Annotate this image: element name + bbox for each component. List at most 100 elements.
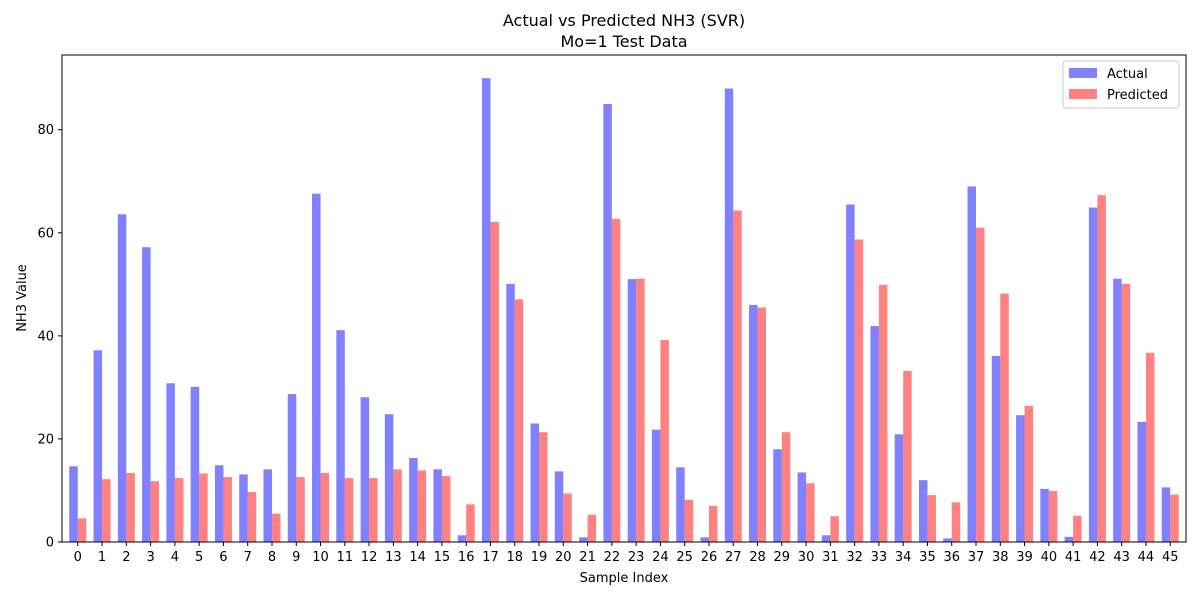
- bar-actual-14: [409, 458, 418, 542]
- x-tick-label: 25: [676, 550, 693, 565]
- bar-predicted-40: [1048, 490, 1058, 542]
- bar-actual-31: [821, 535, 831, 542]
- bar-predicted-9: [296, 477, 305, 542]
- x-tick-label: 2: [122, 550, 130, 565]
- bar-actual-17: [481, 78, 491, 542]
- x-tick-label: 0: [74, 550, 82, 565]
- bar-actual-6: [214, 465, 224, 542]
- x-tick-label: 20: [555, 550, 572, 565]
- x-tick-label: 1: [98, 550, 106, 565]
- bar-predicted-39: [1024, 405, 1034, 542]
- bar-actual-28: [749, 304, 758, 542]
- bar-actual-41: [1064, 536, 1074, 542]
- bar-actual-19: [530, 423, 540, 542]
- bar-actual-27: [724, 88, 734, 542]
- legend-label-predicted: Predicted: [1107, 88, 1168, 103]
- x-tick-label: 32: [846, 550, 863, 565]
- bar-predicted-27: [733, 210, 742, 542]
- y-tick-label: 0: [46, 536, 54, 551]
- x-tick-label: 36: [943, 550, 960, 565]
- x-tick-label: 21: [579, 550, 596, 565]
- bar-predicted-43: [1121, 283, 1131, 542]
- bar-predicted-19: [539, 432, 548, 542]
- x-tick-label: 30: [798, 550, 815, 565]
- bar-actual-34: [894, 434, 904, 542]
- x-tick-label: 4: [171, 550, 179, 565]
- x-tick-label: 43: [1113, 550, 1130, 565]
- bar-actual-33: [870, 326, 879, 542]
- bar-predicted-5: [199, 473, 208, 542]
- y-axis-ticks: 0 20 40 60 80: [37, 123, 62, 551]
- x-tick-label: 9: [292, 550, 300, 565]
- x-tick-label: 27: [725, 550, 742, 565]
- x-tick-label: 19: [531, 550, 548, 565]
- bar-actual-20: [554, 471, 564, 542]
- bar-actual-40: [1040, 488, 1049, 542]
- x-axis-label: Sample Index: [580, 571, 669, 586]
- x-tick-label: 15: [434, 550, 451, 565]
- bar-predicted-11: [344, 478, 354, 542]
- bar-predicted-31: [830, 516, 839, 542]
- y-tick-label: 20: [37, 432, 54, 447]
- bar-actual-16: [457, 535, 467, 542]
- bar-actual-29: [773, 449, 782, 542]
- x-tick-label: 41: [1065, 550, 1082, 565]
- bar-predicted-28: [757, 307, 767, 542]
- bar-actual-22: [603, 103, 612, 543]
- x-tick-label: 10: [312, 550, 329, 565]
- bar-predicted-37: [976, 227, 985, 542]
- bar-actual-4: [166, 383, 175, 542]
- x-tick-label: 16: [458, 550, 475, 565]
- bar-actual-5: [190, 386, 200, 542]
- bar-actual-11: [336, 330, 345, 542]
- bar-predicted-21: [587, 514, 597, 542]
- bar-predicted-1: [102, 479, 111, 542]
- actual-series-bars: [69, 78, 1171, 543]
- x-tick-label: 37: [968, 550, 985, 565]
- bar-predicted-42: [1097, 195, 1106, 543]
- chart-subtitle: Mo=1 Test Data: [560, 32, 687, 51]
- y-tick-label: 60: [37, 226, 54, 241]
- legend-label-actual: Actual: [1107, 67, 1148, 82]
- bar-actual-21: [579, 537, 588, 542]
- bar-actual-35: [918, 480, 928, 542]
- bar-predicted-22: [611, 218, 621, 542]
- bar-actual-9: [287, 394, 297, 542]
- x-tick-label: 38: [992, 550, 1009, 565]
- bar-predicted-36: [951, 502, 961, 542]
- bar-predicted-30: [806, 483, 815, 542]
- bar-predicted-2: [126, 472, 135, 542]
- legend-swatch-predicted: [1069, 89, 1097, 99]
- bar-actual-37: [967, 186, 977, 542]
- bar-predicted-23: [636, 278, 645, 542]
- bar-actual-44: [1137, 421, 1146, 542]
- bar-actual-12: [360, 397, 370, 542]
- x-tick-label: 5: [195, 550, 203, 565]
- bar-predicted-29: [781, 432, 791, 542]
- bar-predicted-17: [490, 221, 499, 542]
- x-axis-ticks: 0 1 2 3 4 5 6 7 8 9 10 11 12 13 14 15 16 17 18 19 20 21 22 23 24…: [74, 542, 1179, 565]
- chart-title: Actual vs Predicted NH3 (SVR): [503, 11, 745, 30]
- bar-actual-36: [943, 538, 952, 542]
- bar-actual-25: [676, 467, 685, 542]
- bar-predicted-10: [320, 472, 330, 542]
- bar-actual-32: [846, 204, 855, 542]
- x-tick-label: 22: [604, 550, 621, 565]
- y-tick-label: 80: [37, 123, 54, 138]
- bar-predicted-25: [684, 499, 694, 542]
- x-tick-label: 17: [482, 550, 499, 565]
- plot-area-frame: [61, 54, 1187, 543]
- bar-predicted-7: [247, 492, 257, 542]
- bar-predicted-33: [878, 284, 888, 542]
- x-tick-label: 28: [749, 550, 766, 565]
- bar-predicted-0: [77, 518, 87, 542]
- x-tick-label: 24: [652, 550, 669, 565]
- bar-predicted-3: [150, 481, 160, 542]
- x-tick-label: 45: [1162, 550, 1179, 565]
- x-tick-label: 14: [409, 550, 426, 565]
- y-tick-label: 40: [37, 329, 54, 344]
- bar-predicted-41: [1073, 515, 1082, 542]
- x-tick-label: 33: [871, 550, 888, 565]
- bar-actual-8: [263, 469, 272, 542]
